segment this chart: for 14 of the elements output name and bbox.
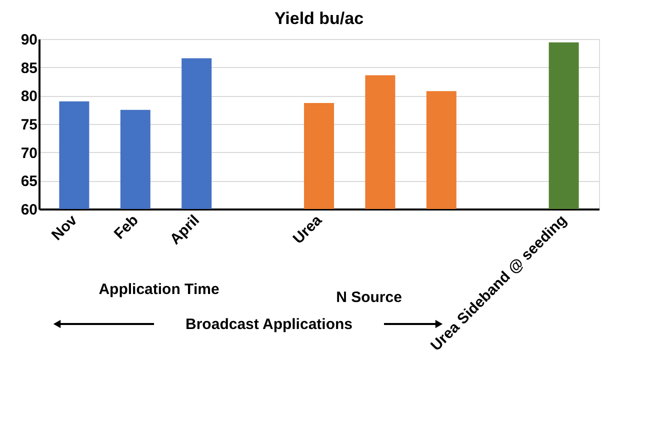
y-tick-label: 75 (20, 116, 38, 134)
y-tick-label: 60 (20, 202, 38, 218)
x-tick-label: Feb (110, 212, 142, 243)
text: N Source (336, 289, 402, 306)
x-tick-label: Nov (48, 211, 82, 244)
y-tick-label: 70 (20, 144, 38, 162)
y-tick-label: 90 (20, 32, 38, 48)
y-tick-label: 65 (20, 173, 38, 190)
text: Application Time (98, 281, 220, 298)
x-tick-label: Urea (290, 211, 326, 248)
chart-title: Yield bu/ac (274, 9, 364, 28)
text: Broadcast Applications (186, 316, 352, 333)
y-tick-label: 85 (20, 60, 38, 77)
y-tick-label: 80 (20, 88, 38, 106)
